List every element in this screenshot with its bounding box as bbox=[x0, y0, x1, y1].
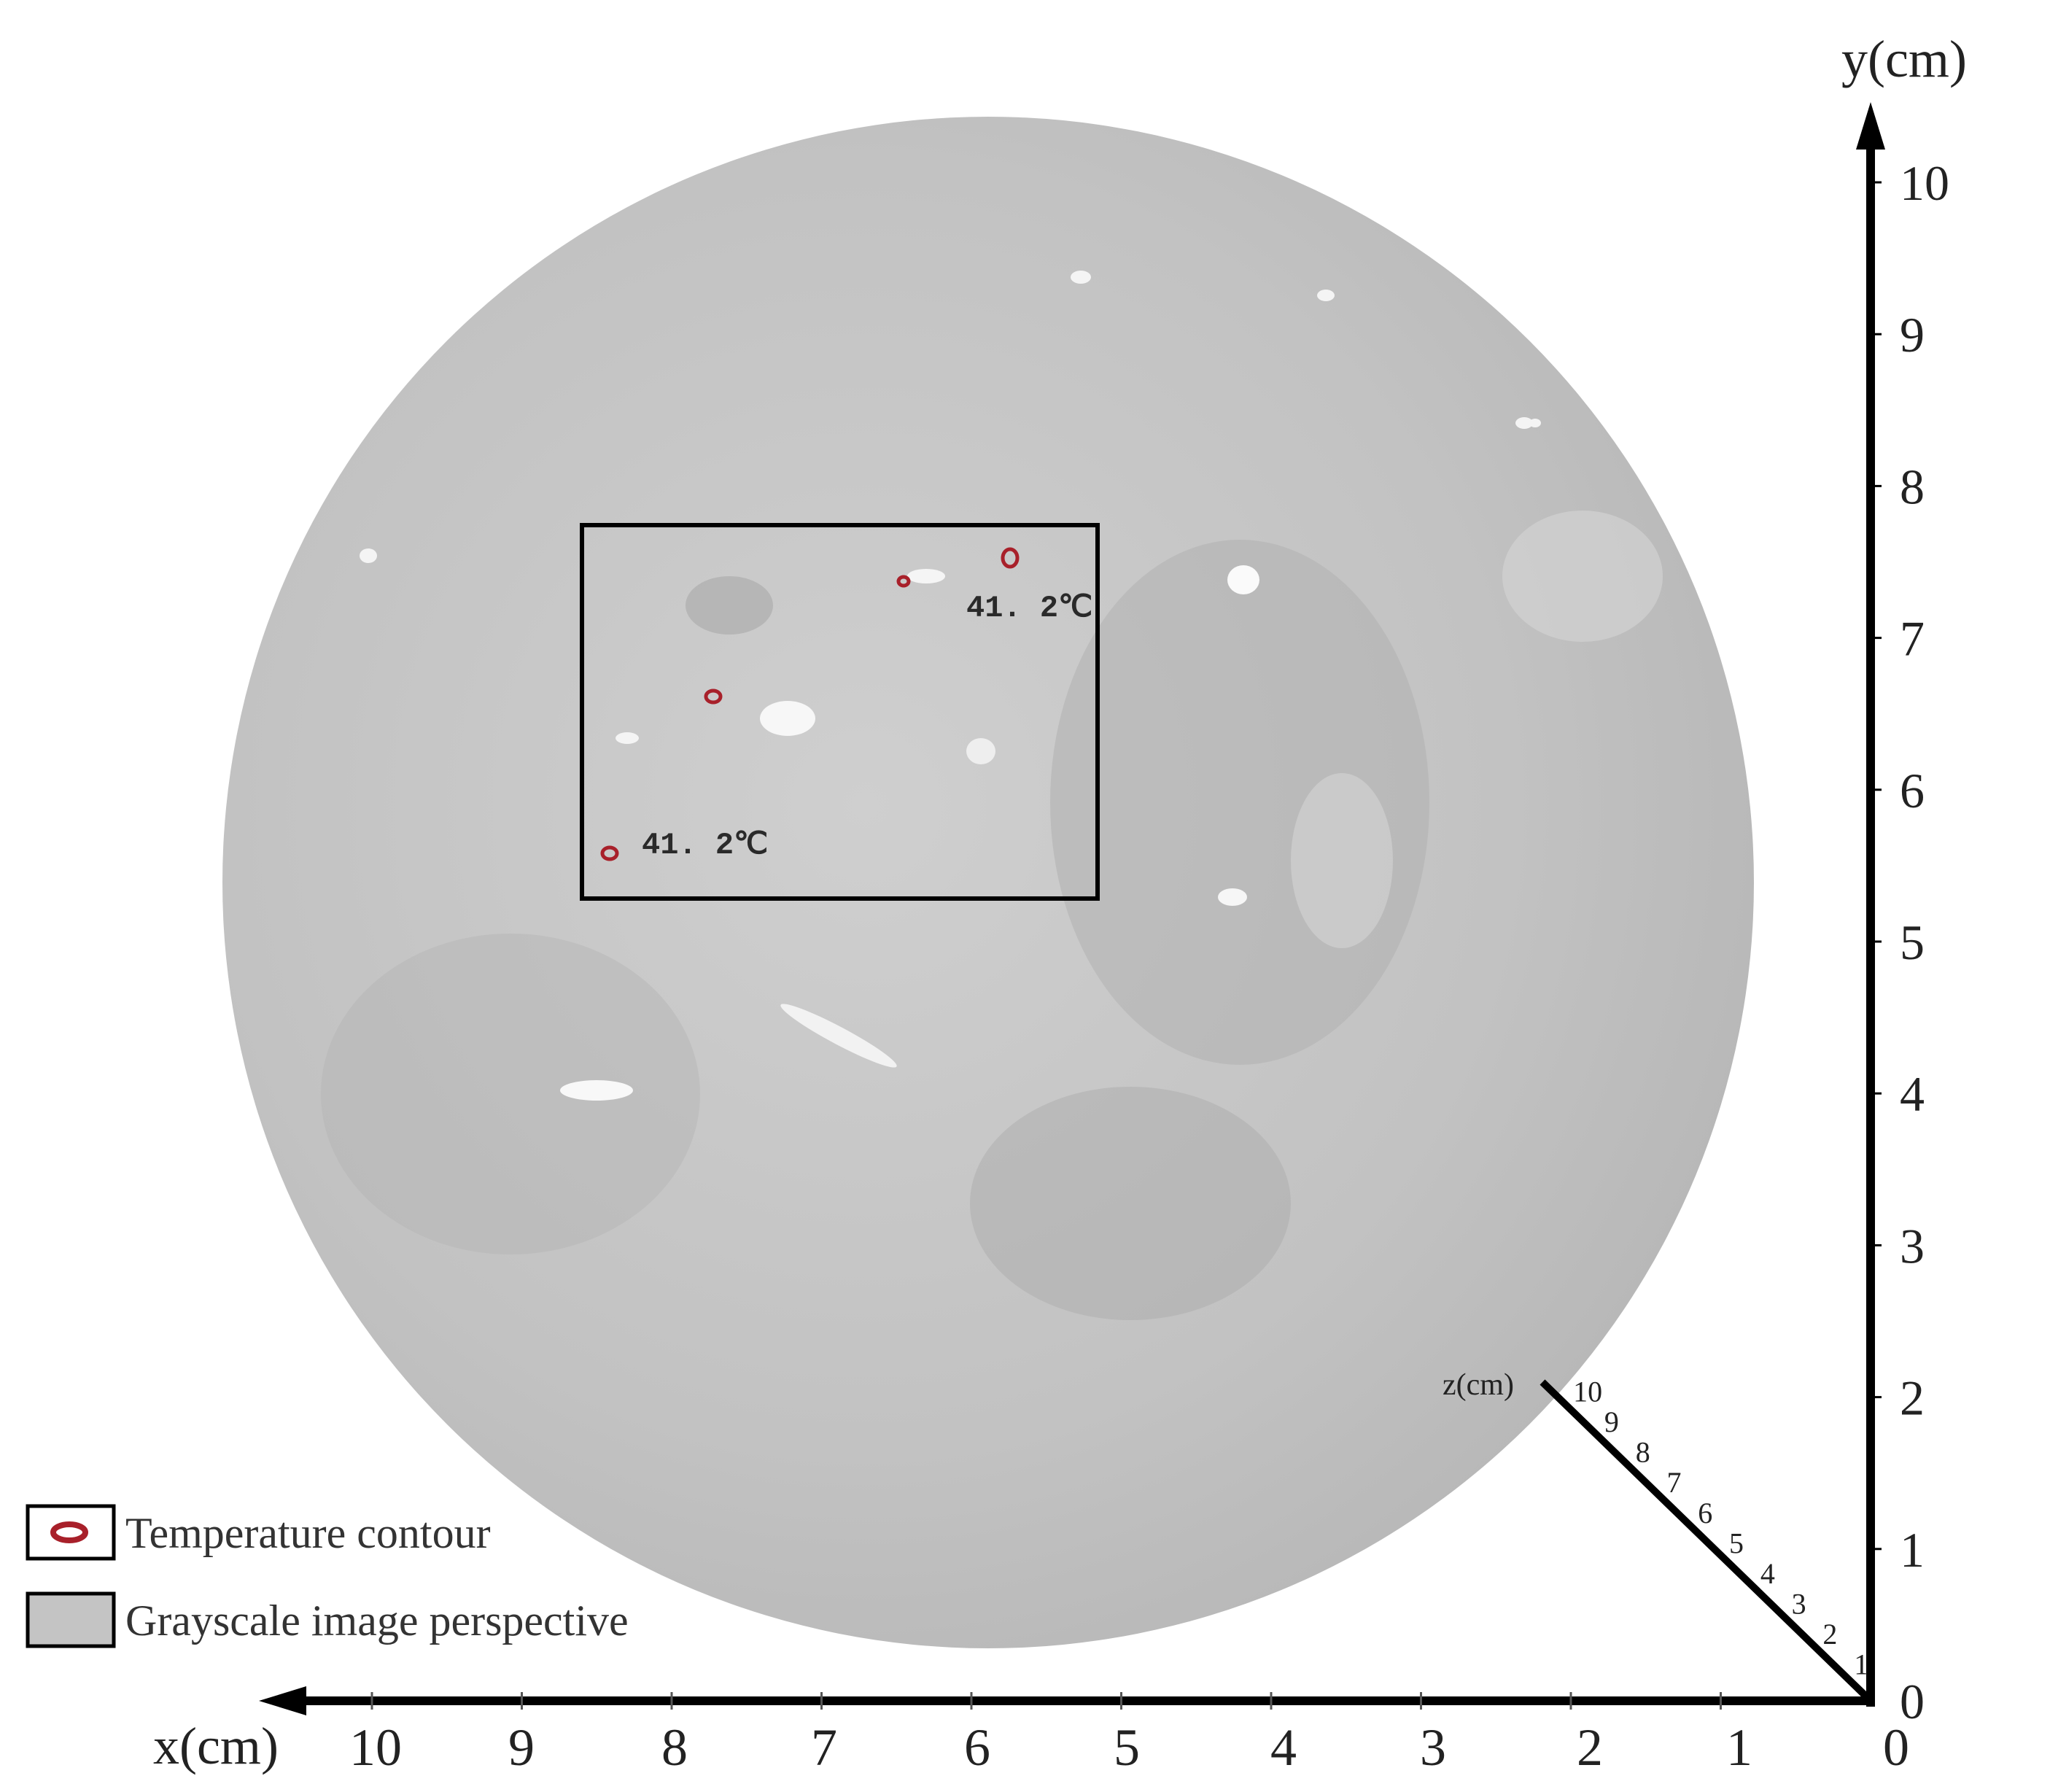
z-tick-label: 6 bbox=[1698, 1497, 1712, 1529]
temperature-label-lower: 41. 2℃ bbox=[642, 828, 768, 863]
x-axis-ticks: 0 1 2 3 4 5 6 7 8 9 10 bbox=[349, 1692, 1909, 1777]
x-tick-label: 6 bbox=[964, 1718, 990, 1777]
pore bbox=[1317, 290, 1335, 301]
light-region bbox=[1502, 511, 1663, 642]
z-tick-label: 8 bbox=[1636, 1436, 1650, 1469]
y-axis-arrow bbox=[1856, 102, 1885, 150]
region-of-interest-box bbox=[580, 523, 1100, 901]
x-tick-label: 5 bbox=[1114, 1718, 1140, 1777]
pore bbox=[1218, 888, 1247, 906]
x-axis-arrow bbox=[259, 1686, 306, 1715]
legend-contour-label: Temperature contour bbox=[125, 1509, 491, 1557]
x-tick-label: 7 bbox=[811, 1718, 837, 1777]
y-axis-ticks: 0 1 2 3 4 5 6 7 8 9 10 bbox=[1871, 155, 1949, 1729]
pore bbox=[780, 1004, 897, 1068]
temperature-contour bbox=[1001, 547, 1020, 569]
temperature-label-upper: 41. 2℃ bbox=[966, 591, 1092, 626]
x-tick-label: 8 bbox=[661, 1718, 688, 1777]
legend-contour-swatch bbox=[26, 1504, 116, 1561]
pore bbox=[907, 569, 945, 583]
light-region bbox=[1291, 773, 1393, 948]
x-tick-label: 10 bbox=[349, 1718, 402, 1777]
z-tick-label: 10 bbox=[1573, 1376, 1602, 1408]
x-axis-label: x(cm) bbox=[153, 1717, 279, 1775]
x-tick-label: 3 bbox=[1420, 1718, 1446, 1777]
y-tick-label: 1 bbox=[1900, 1522, 1925, 1578]
y-tick-label: 5 bbox=[1900, 915, 1925, 970]
pore bbox=[1529, 419, 1541, 427]
y-tick-label: 3 bbox=[1900, 1218, 1925, 1273]
y-tick-label: 8 bbox=[1900, 459, 1925, 514]
pore bbox=[760, 701, 815, 736]
pore bbox=[1515, 417, 1533, 429]
pore bbox=[560, 1080, 633, 1101]
y-tick-label: 9 bbox=[1900, 307, 1925, 362]
y-axis-label: y(cm) bbox=[1841, 30, 1967, 88]
x-tick-label: 9 bbox=[508, 1718, 535, 1777]
x-axis: x(cm) 0 1 2 3 4 5 6 7 8 9 10 bbox=[153, 1686, 1909, 1777]
specimen-disk bbox=[222, 117, 1754, 1648]
z-tick-label: 5 bbox=[1729, 1527, 1744, 1559]
dark-region bbox=[321, 934, 700, 1254]
legend-grayscale-label: Grayscale image perspective bbox=[125, 1597, 629, 1645]
pore bbox=[360, 548, 377, 563]
legend-contour-icon bbox=[50, 1521, 88, 1543]
pore bbox=[966, 738, 995, 764]
dark-region bbox=[970, 1087, 1291, 1320]
y-tick-label: 6 bbox=[1900, 763, 1925, 818]
temperature-contour bbox=[896, 575, 911, 588]
y-tick-label: 10 bbox=[1900, 155, 1949, 211]
legend-grayscale-swatch bbox=[26, 1591, 116, 1648]
z-tick-label: 2 bbox=[1822, 1618, 1837, 1651]
y-tick-label: 2 bbox=[1900, 1370, 1925, 1426]
specimen-slice bbox=[222, 117, 1754, 1648]
pore bbox=[1227, 565, 1259, 594]
x-tick-label: 1 bbox=[1726, 1718, 1752, 1777]
z-axis-label: z(cm) bbox=[1443, 1368, 1514, 1402]
temperature-contours bbox=[600, 547, 1020, 861]
z-tick-label: 9 bbox=[1604, 1405, 1619, 1438]
z-tick-label: 4 bbox=[1760, 1557, 1775, 1590]
pore bbox=[616, 732, 639, 744]
pore bbox=[1071, 271, 1091, 284]
z-tick-label: 3 bbox=[1792, 1587, 1806, 1620]
legend: Temperature contour Grayscale image pers… bbox=[26, 1504, 629, 1648]
z-axis-line bbox=[1540, 1379, 1870, 1700]
y-tick-label: 4 bbox=[1900, 1066, 1925, 1122]
x-tick-label: 4 bbox=[1270, 1718, 1297, 1777]
z-tick-label: 7 bbox=[1666, 1466, 1681, 1499]
y-tick-label: 0 bbox=[1900, 1674, 1925, 1729]
x-tick-label: 2 bbox=[1577, 1718, 1603, 1777]
temperature-contour bbox=[600, 845, 619, 861]
z-tick-label: 1 bbox=[1854, 1648, 1868, 1680]
y-tick-label: 7 bbox=[1900, 611, 1925, 667]
x-tick-label: 0 bbox=[1883, 1718, 1909, 1777]
temperature-contour bbox=[704, 689, 723, 705]
dark-region bbox=[686, 576, 773, 635]
